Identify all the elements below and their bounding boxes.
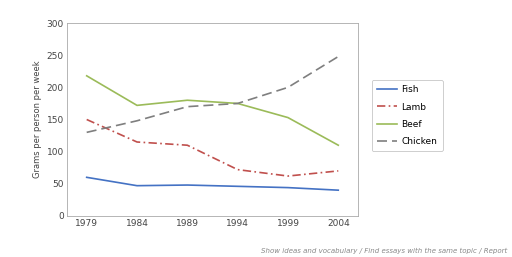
Text: Show ideas and vocabulary / Find essays with the same topic / Report: Show ideas and vocabulary / Find essays … bbox=[261, 248, 507, 254]
Legend: Fish, Lamb, Beef, Chicken: Fish, Lamb, Beef, Chicken bbox=[372, 80, 443, 151]
Y-axis label: Grams per person per week: Grams per person per week bbox=[33, 61, 42, 178]
